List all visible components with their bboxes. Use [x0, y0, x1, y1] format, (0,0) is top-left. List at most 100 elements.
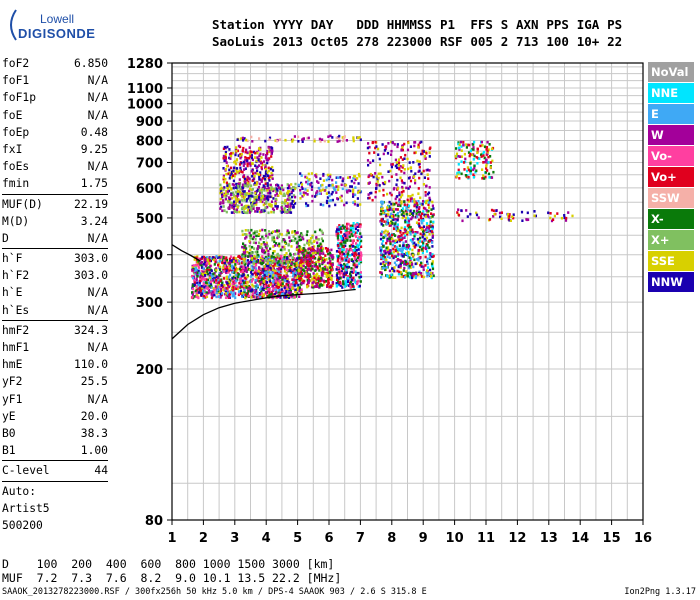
- echo-point: [212, 287, 215, 290]
- param-name: 500200: [2, 518, 43, 532]
- echo-point: [318, 254, 321, 258]
- echo-point: [254, 281, 257, 284]
- echo-point: [244, 296, 247, 300]
- echo-point: [286, 230, 289, 234]
- echo-point: [267, 288, 270, 291]
- echo-point: [386, 230, 389, 234]
- echo-point: [213, 263, 216, 266]
- echo-point: [428, 239, 431, 243]
- echo-point: [420, 217, 423, 221]
- echo-point: [238, 178, 241, 181]
- echo-point: [248, 231, 251, 235]
- header-values-6: 005: [470, 34, 493, 49]
- echo-point: [209, 257, 213, 260]
- echo-point: [221, 259, 224, 263]
- echo-point: [298, 268, 301, 272]
- echo-point: [353, 263, 356, 267]
- echo-point: [244, 211, 247, 214]
- echo-point: [406, 148, 410, 152]
- echo-point: [322, 174, 325, 177]
- echo-point: [217, 283, 220, 286]
- echo-point: [352, 285, 355, 288]
- echo-point: [240, 137, 243, 140]
- echo-point: [393, 241, 396, 244]
- echo-point: [398, 244, 401, 247]
- echo-point: [386, 218, 389, 222]
- echo-point: [213, 289, 216, 292]
- echo-point: [335, 268, 338, 271]
- echo-point: [243, 177, 247, 181]
- echo-point: [426, 260, 429, 264]
- echo-point: [244, 259, 247, 263]
- echo-point: [297, 274, 300, 278]
- param-row: Auto:: [2, 483, 108, 500]
- x-tick-label: 14: [571, 531, 589, 546]
- echo-point: [331, 266, 334, 269]
- param-row: Artist5: [2, 500, 108, 517]
- echo-point: [330, 192, 333, 196]
- echo-point: [350, 267, 353, 270]
- echo-point: [406, 254, 409, 257]
- echo-point: [194, 267, 198, 271]
- echo-point: [352, 139, 355, 143]
- echo-point: [318, 283, 321, 286]
- echo-point: [478, 157, 481, 160]
- echo-point: [196, 291, 199, 295]
- echo-point: [240, 257, 243, 261]
- echo-point: [400, 200, 403, 203]
- param-name: Auto:: [2, 484, 37, 498]
- echo-point: [415, 275, 418, 278]
- echo-point: [359, 203, 362, 206]
- param-value: 1.75: [80, 177, 108, 191]
- echo-point: [295, 265, 298, 268]
- echo-point: [411, 228, 414, 232]
- echo-point: [386, 206, 389, 209]
- echo-point: [292, 186, 295, 189]
- echo-point: [205, 291, 208, 294]
- echo-point: [520, 210, 524, 214]
- echo-point: [209, 271, 212, 275]
- echo-point: [318, 264, 321, 268]
- echo-point: [200, 286, 204, 290]
- echo-point: [311, 236, 314, 239]
- echo-point: [408, 230, 411, 234]
- legend-item-vo-: Vo-: [648, 146, 694, 166]
- echo-point: [266, 244, 269, 248]
- x-tick-label: 9: [419, 531, 428, 546]
- echo-point: [314, 251, 317, 255]
- echo-point: [296, 245, 299, 249]
- echo-point: [395, 161, 398, 164]
- echo-point: [267, 275, 270, 279]
- echo-point: [237, 272, 240, 276]
- echo-point: [428, 206, 431, 209]
- echo-point: [289, 269, 292, 272]
- echo-point: [255, 200, 258, 204]
- echo-point: [556, 212, 559, 215]
- echo-point: [534, 214, 537, 218]
- echo-point: [232, 169, 235, 173]
- echo-point: [412, 244, 415, 247]
- echo-point: [374, 140, 377, 144]
- echo-point: [210, 290, 213, 293]
- echo-point: [338, 226, 341, 229]
- echo-point: [366, 159, 370, 162]
- echo-point: [299, 197, 302, 200]
- echo-point: [349, 285, 352, 289]
- echo-point: [395, 166, 399, 169]
- echo-point: [402, 231, 405, 235]
- echo-point: [357, 248, 360, 251]
- echo-point: [226, 281, 229, 285]
- echo-point: [428, 186, 431, 189]
- echo-point: [265, 274, 269, 278]
- echo-point: [344, 280, 347, 283]
- echo-point: [243, 247, 246, 250]
- echo-point: [241, 170, 244, 174]
- echo-point: [482, 152, 485, 156]
- echo-point: [326, 284, 329, 287]
- echo-point: [281, 204, 284, 208]
- echo-point: [207, 288, 210, 292]
- echo-point: [391, 222, 394, 225]
- echo-point: [383, 220, 386, 223]
- echo-point: [283, 202, 286, 205]
- echo-point: [234, 148, 238, 151]
